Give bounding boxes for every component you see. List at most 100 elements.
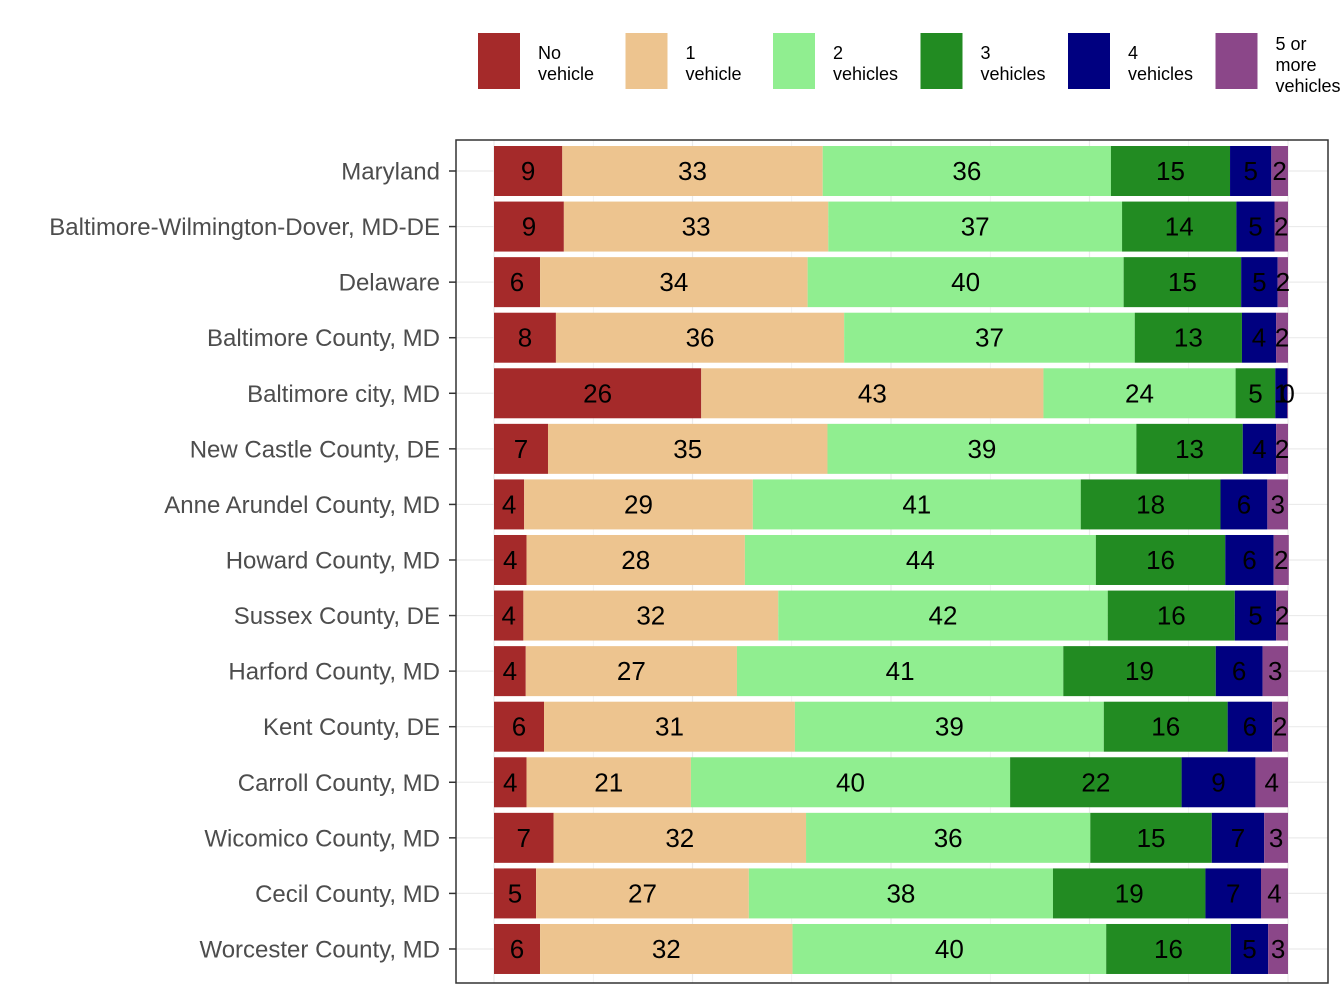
bar-value-label: 16: [1151, 712, 1180, 742]
row-label: Baltimore-Wilmington-Dover, MD-DE: [49, 214, 440, 241]
bar-segment: [553, 812, 807, 863]
bar-value-label: 1: [1274, 378, 1288, 408]
bar-segment: [1267, 479, 1288, 530]
bar-value-label: 4: [1252, 323, 1266, 353]
bar-segment: [701, 368, 1044, 419]
bar-segment: [1271, 146, 1288, 196]
row-label: Harford County, MD: [228, 659, 440, 686]
bar-value-label: 6: [510, 934, 524, 964]
bar-value-label: 33: [678, 156, 707, 186]
bar-value-label: 37: [961, 212, 990, 242]
bar-segment: [1095, 534, 1226, 585]
legend-label: 5 or: [1276, 34, 1307, 54]
bar-value-label: 24: [1125, 378, 1154, 408]
legend-label: 3: [981, 43, 991, 63]
bar-value-label: 4: [1264, 767, 1278, 797]
bar-segment: [494, 257, 541, 308]
bar-value-label: 15: [1168, 267, 1197, 297]
bar-segment: [1080, 479, 1221, 530]
legend-label: vehicles: [1276, 76, 1341, 96]
bar-segment: [1272, 701, 1288, 752]
bar-segment: [1262, 646, 1288, 697]
row-label: Carroll County, MD: [238, 770, 440, 797]
bar-segment: [828, 201, 1123, 252]
bar-value-label: 9: [522, 212, 536, 242]
bar-value-label: 6: [1243, 712, 1257, 742]
bar-segment: [1264, 812, 1288, 863]
row-label: Delaware: [339, 270, 440, 297]
bar-segment: [1276, 423, 1288, 474]
row-label: Worcester County, MD: [199, 936, 440, 963]
bar-segment: [494, 146, 563, 196]
bar-value-label: 2: [1274, 545, 1288, 575]
bar-value-label: 35: [673, 434, 702, 464]
bar-segment: [523, 590, 779, 641]
bar-value-label: 3: [1271, 934, 1285, 964]
bar-value-label: 38: [886, 878, 915, 908]
legend-key: [773, 33, 815, 89]
bar-value-label: 31: [655, 712, 684, 742]
bar-segment: [494, 923, 541, 974]
bar-segment: [1234, 590, 1277, 641]
bar-value-label: 41: [886, 656, 915, 686]
legend-key: [1068, 33, 1110, 89]
bar-segment: [540, 923, 793, 974]
bar-segment: [1103, 701, 1228, 752]
bar-value-label: 36: [686, 323, 715, 353]
bar-value-label: 26: [583, 378, 612, 408]
bar-segment: [806, 812, 1091, 863]
bar-value-label: 5: [508, 878, 522, 908]
bar-segment: [494, 757, 527, 808]
bar-value-label: 5: [1248, 212, 1262, 242]
bar-segment: [748, 868, 1053, 919]
bar-value-label: 18: [1136, 489, 1165, 519]
bar-value-label: 39: [967, 434, 996, 464]
bar-value-label: 2: [1275, 601, 1289, 631]
panel-border: [455, 139, 1329, 984]
bar-value-label: 28: [621, 545, 650, 575]
bar-segment: [1268, 923, 1288, 974]
bar-segment: [744, 534, 1096, 585]
bar-value-label: 29: [624, 489, 653, 519]
bar-value-label: 27: [628, 878, 657, 908]
legend-label: vehicle: [538, 64, 594, 84]
legend-label: vehicle: [686, 64, 742, 84]
bar-value-label: 0: [1280, 378, 1294, 408]
bar-value-label: 7: [1231, 823, 1245, 853]
bar-value-label: 6: [1242, 545, 1256, 575]
bar-segment: [1052, 868, 1206, 919]
bar-segment: [494, 312, 556, 363]
bar-value-label: 37: [975, 323, 1004, 353]
bar-segment: [540, 257, 808, 308]
legend: Novehicle1vehicle2vehicles3vehicles4vehi…: [478, 33, 1341, 96]
bar-segment: [1241, 312, 1277, 363]
bar-segment: [1261, 868, 1288, 919]
bar-segment: [1235, 368, 1276, 419]
bar-value-label: 2: [1276, 267, 1290, 297]
bar-value-label: 5: [1248, 601, 1262, 631]
bar-value-label: 9: [521, 156, 535, 186]
bar-value-label: 7: [514, 434, 528, 464]
bar-value-label: 2: [1275, 323, 1289, 353]
bar-segment: [1220, 479, 1268, 530]
bar-value-label: 15: [1156, 156, 1185, 186]
bar-value-label: 16: [1154, 934, 1183, 964]
legend-label: vehicles: [981, 64, 1046, 84]
bar-segment: [1275, 368, 1288, 419]
bar-segment: [1225, 534, 1274, 585]
bar-segment: [794, 701, 1104, 752]
bar-segment: [494, 368, 702, 419]
row-labels: Maryland Baltimore-Wilmington-Dover, MD-D…: [49, 159, 456, 963]
bar-value-label: 32: [636, 601, 665, 631]
bar-segment: [563, 201, 829, 252]
bar-value-label: 44: [906, 545, 935, 575]
bar-segment: [1274, 201, 1288, 252]
bar-value-label: 21: [594, 767, 623, 797]
row-label: New Castle County, DE: [190, 436, 440, 463]
legend-label: vehicles: [1128, 64, 1193, 84]
bar-segment: [1236, 201, 1275, 252]
bar-segment: [1255, 757, 1288, 808]
bar-value-label: 40: [836, 767, 865, 797]
bar-value-label: 7: [517, 823, 531, 853]
bar-value-label: 27: [617, 656, 646, 686]
